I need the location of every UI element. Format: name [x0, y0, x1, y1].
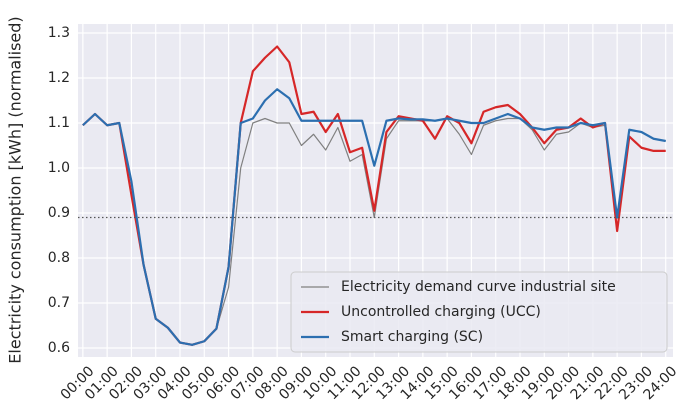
y-tick-label: 1.3 [48, 25, 70, 41]
y-tick-label: 0.9 [48, 205, 70, 221]
legend-label: Electricity demand curve industrial site [341, 279, 616, 295]
legend-label: Uncontrolled charging (UCC) [341, 304, 541, 320]
series-line [82, 88, 666, 346]
legend-box [290, 271, 668, 353]
y-tick-label: 1.1 [48, 115, 70, 131]
y-tick-label: 0.8 [48, 250, 70, 266]
y-axis-label: Electricity consumption [kWh] (normalise… [6, 16, 25, 363]
y-tick-label: 0.7 [48, 295, 70, 311]
y-tick-label: 1.2 [48, 70, 70, 86]
y-tick-label: 1.0 [48, 160, 70, 176]
y-tick-label: 0.6 [48, 340, 70, 356]
legend-label: Smart charging (SC) [341, 329, 483, 345]
